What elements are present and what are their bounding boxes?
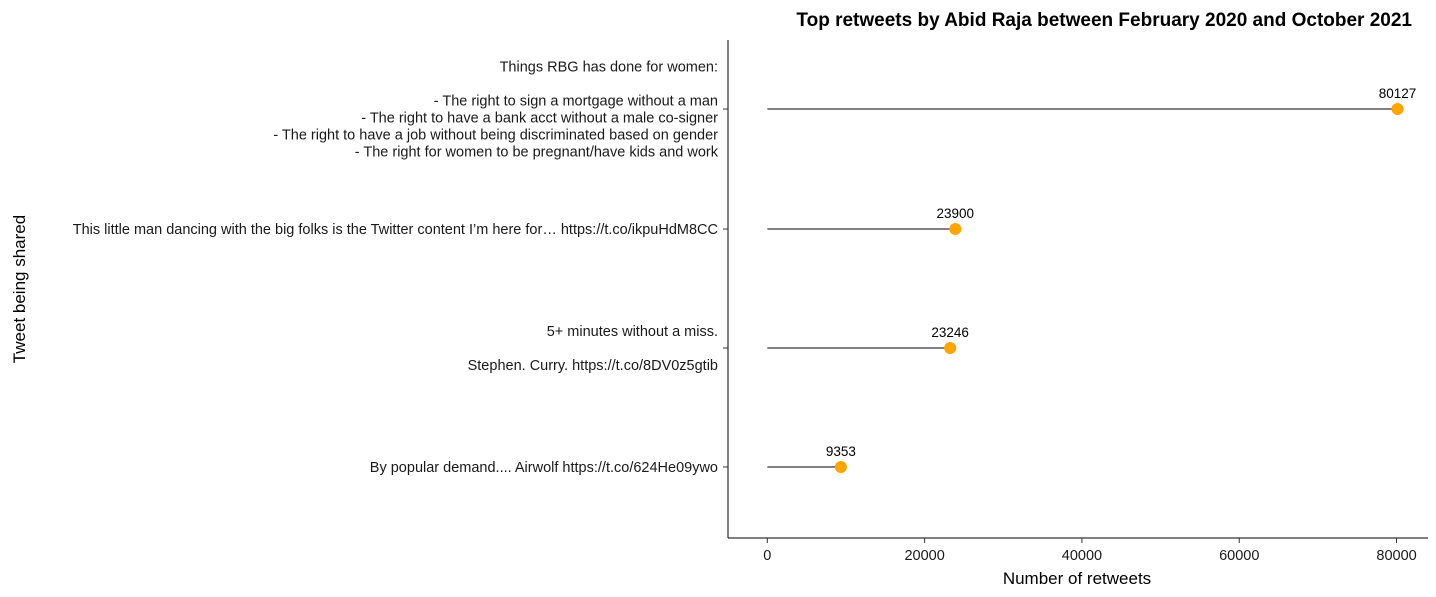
x-tick-label: 0: [763, 548, 771, 564]
lollipop-point: [1391, 103, 1404, 115]
chart-title: Top retweets by Abid Raja between Februa…: [796, 10, 1412, 31]
x-axis-label: Number of retweets: [1003, 569, 1151, 588]
y-tick-label: This little man dancing with the big fol…: [73, 222, 718, 238]
y-axis-label: Tweet being shared: [10, 215, 29, 363]
lollipop-point: [834, 461, 847, 473]
x-tick-label: 60000: [1219, 548, 1259, 564]
lollipop-point: [944, 342, 957, 354]
x-tick-label: 80000: [1376, 548, 1416, 564]
y-tick-label: Things RBG has done for women: - The rig…: [273, 60, 718, 161]
data-label: 9353: [826, 444, 856, 459]
data-label: 80127: [1379, 86, 1417, 101]
x-tick-label: 40000: [1062, 548, 1102, 564]
x-tick-label: 20000: [904, 548, 944, 564]
y-tick-label: By popular demand.... Airwolf https://t.…: [370, 460, 718, 476]
lollipop-point: [949, 223, 962, 235]
y-tick-label: 5+ minutes without a miss. Stephen. Curr…: [468, 324, 718, 374]
plot-area: 0 20000 40000 60000 80000 Things RBG has done…: [73, 40, 1428, 564]
data-label: 23900: [937, 206, 975, 221]
data-label: 23246: [931, 325, 969, 340]
